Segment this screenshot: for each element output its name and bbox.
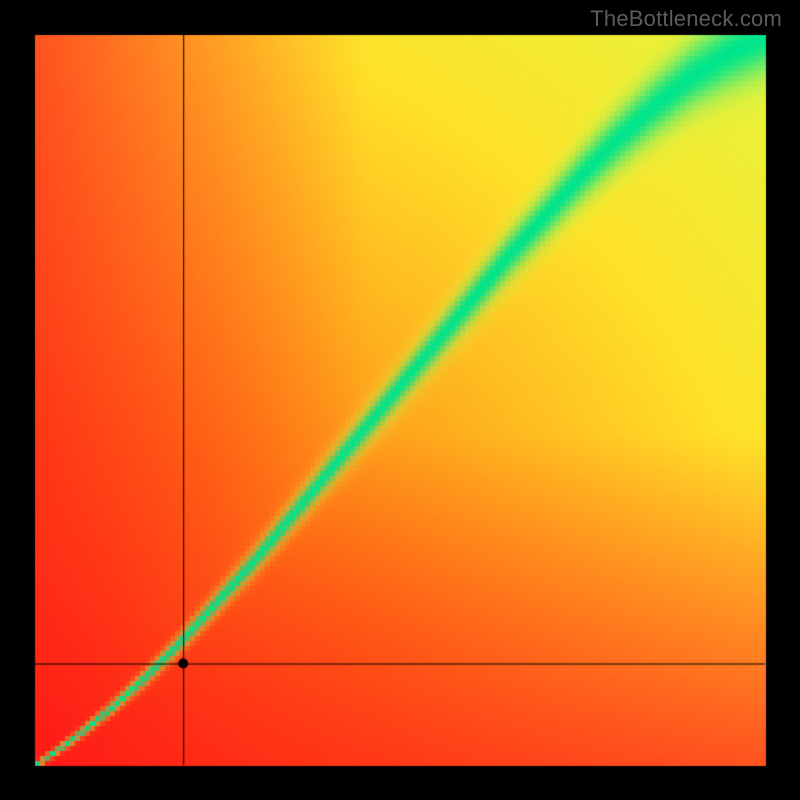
- watermark-text: TheBottleneck.com: [590, 6, 782, 32]
- bottleneck-heatmap: [0, 0, 800, 800]
- chart-container: TheBottleneck.com: [0, 0, 800, 800]
